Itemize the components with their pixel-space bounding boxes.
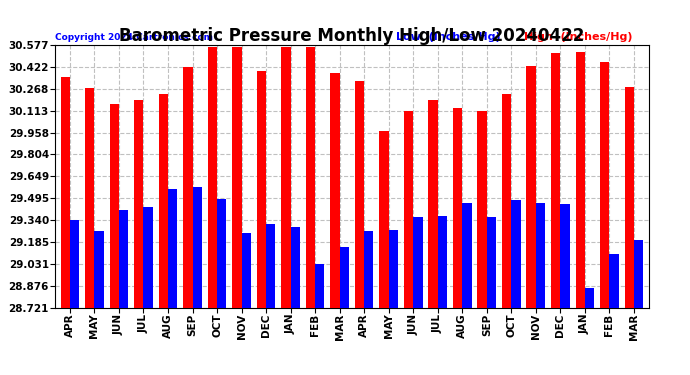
Bar xyxy=(184,67,193,308)
Title: Barometric Pressure Monthly High/Low 20240422: Barometric Pressure Monthly High/Low 202… xyxy=(119,27,584,45)
Bar xyxy=(290,227,300,308)
Bar xyxy=(134,100,144,308)
Bar xyxy=(437,216,447,308)
Bar xyxy=(502,94,511,308)
Text: Copyright 2024 Cartronics.com: Copyright 2024 Cartronics.com xyxy=(55,33,213,42)
Bar xyxy=(217,199,226,308)
Bar xyxy=(266,224,275,308)
Bar xyxy=(110,104,119,308)
Bar xyxy=(511,200,520,308)
Bar xyxy=(193,188,202,308)
Bar xyxy=(536,203,545,308)
Bar xyxy=(560,204,570,308)
Bar xyxy=(624,87,634,308)
Bar xyxy=(355,81,364,308)
Bar xyxy=(585,288,594,308)
Bar xyxy=(144,207,152,308)
Bar xyxy=(380,131,388,308)
Text: Low  (Inches/Hg): Low (Inches/Hg) xyxy=(396,32,501,42)
Bar xyxy=(315,264,324,308)
Bar xyxy=(551,53,560,307)
Bar xyxy=(306,47,315,308)
Bar xyxy=(282,47,290,308)
Bar xyxy=(526,66,536,308)
Bar xyxy=(168,189,177,308)
Bar xyxy=(477,111,486,308)
Bar xyxy=(413,217,422,308)
Bar xyxy=(61,77,70,308)
Bar xyxy=(462,203,471,308)
Bar xyxy=(159,94,168,308)
Bar xyxy=(453,108,462,307)
Bar xyxy=(85,88,95,308)
Bar xyxy=(95,231,103,308)
Bar xyxy=(331,73,339,308)
Bar xyxy=(241,232,251,308)
Bar xyxy=(428,100,437,308)
Bar xyxy=(575,52,585,308)
Bar xyxy=(600,62,609,308)
Bar xyxy=(257,72,266,308)
Bar xyxy=(404,111,413,308)
Bar xyxy=(339,247,349,308)
Bar xyxy=(486,217,496,308)
Bar xyxy=(609,254,619,308)
Bar xyxy=(233,47,241,308)
Bar xyxy=(634,240,643,308)
Bar xyxy=(364,231,373,308)
Bar xyxy=(388,230,398,308)
Bar xyxy=(208,47,217,308)
Text: High  (Inches/Hg): High (Inches/Hg) xyxy=(524,32,633,42)
Bar xyxy=(70,220,79,308)
Bar xyxy=(119,210,128,308)
